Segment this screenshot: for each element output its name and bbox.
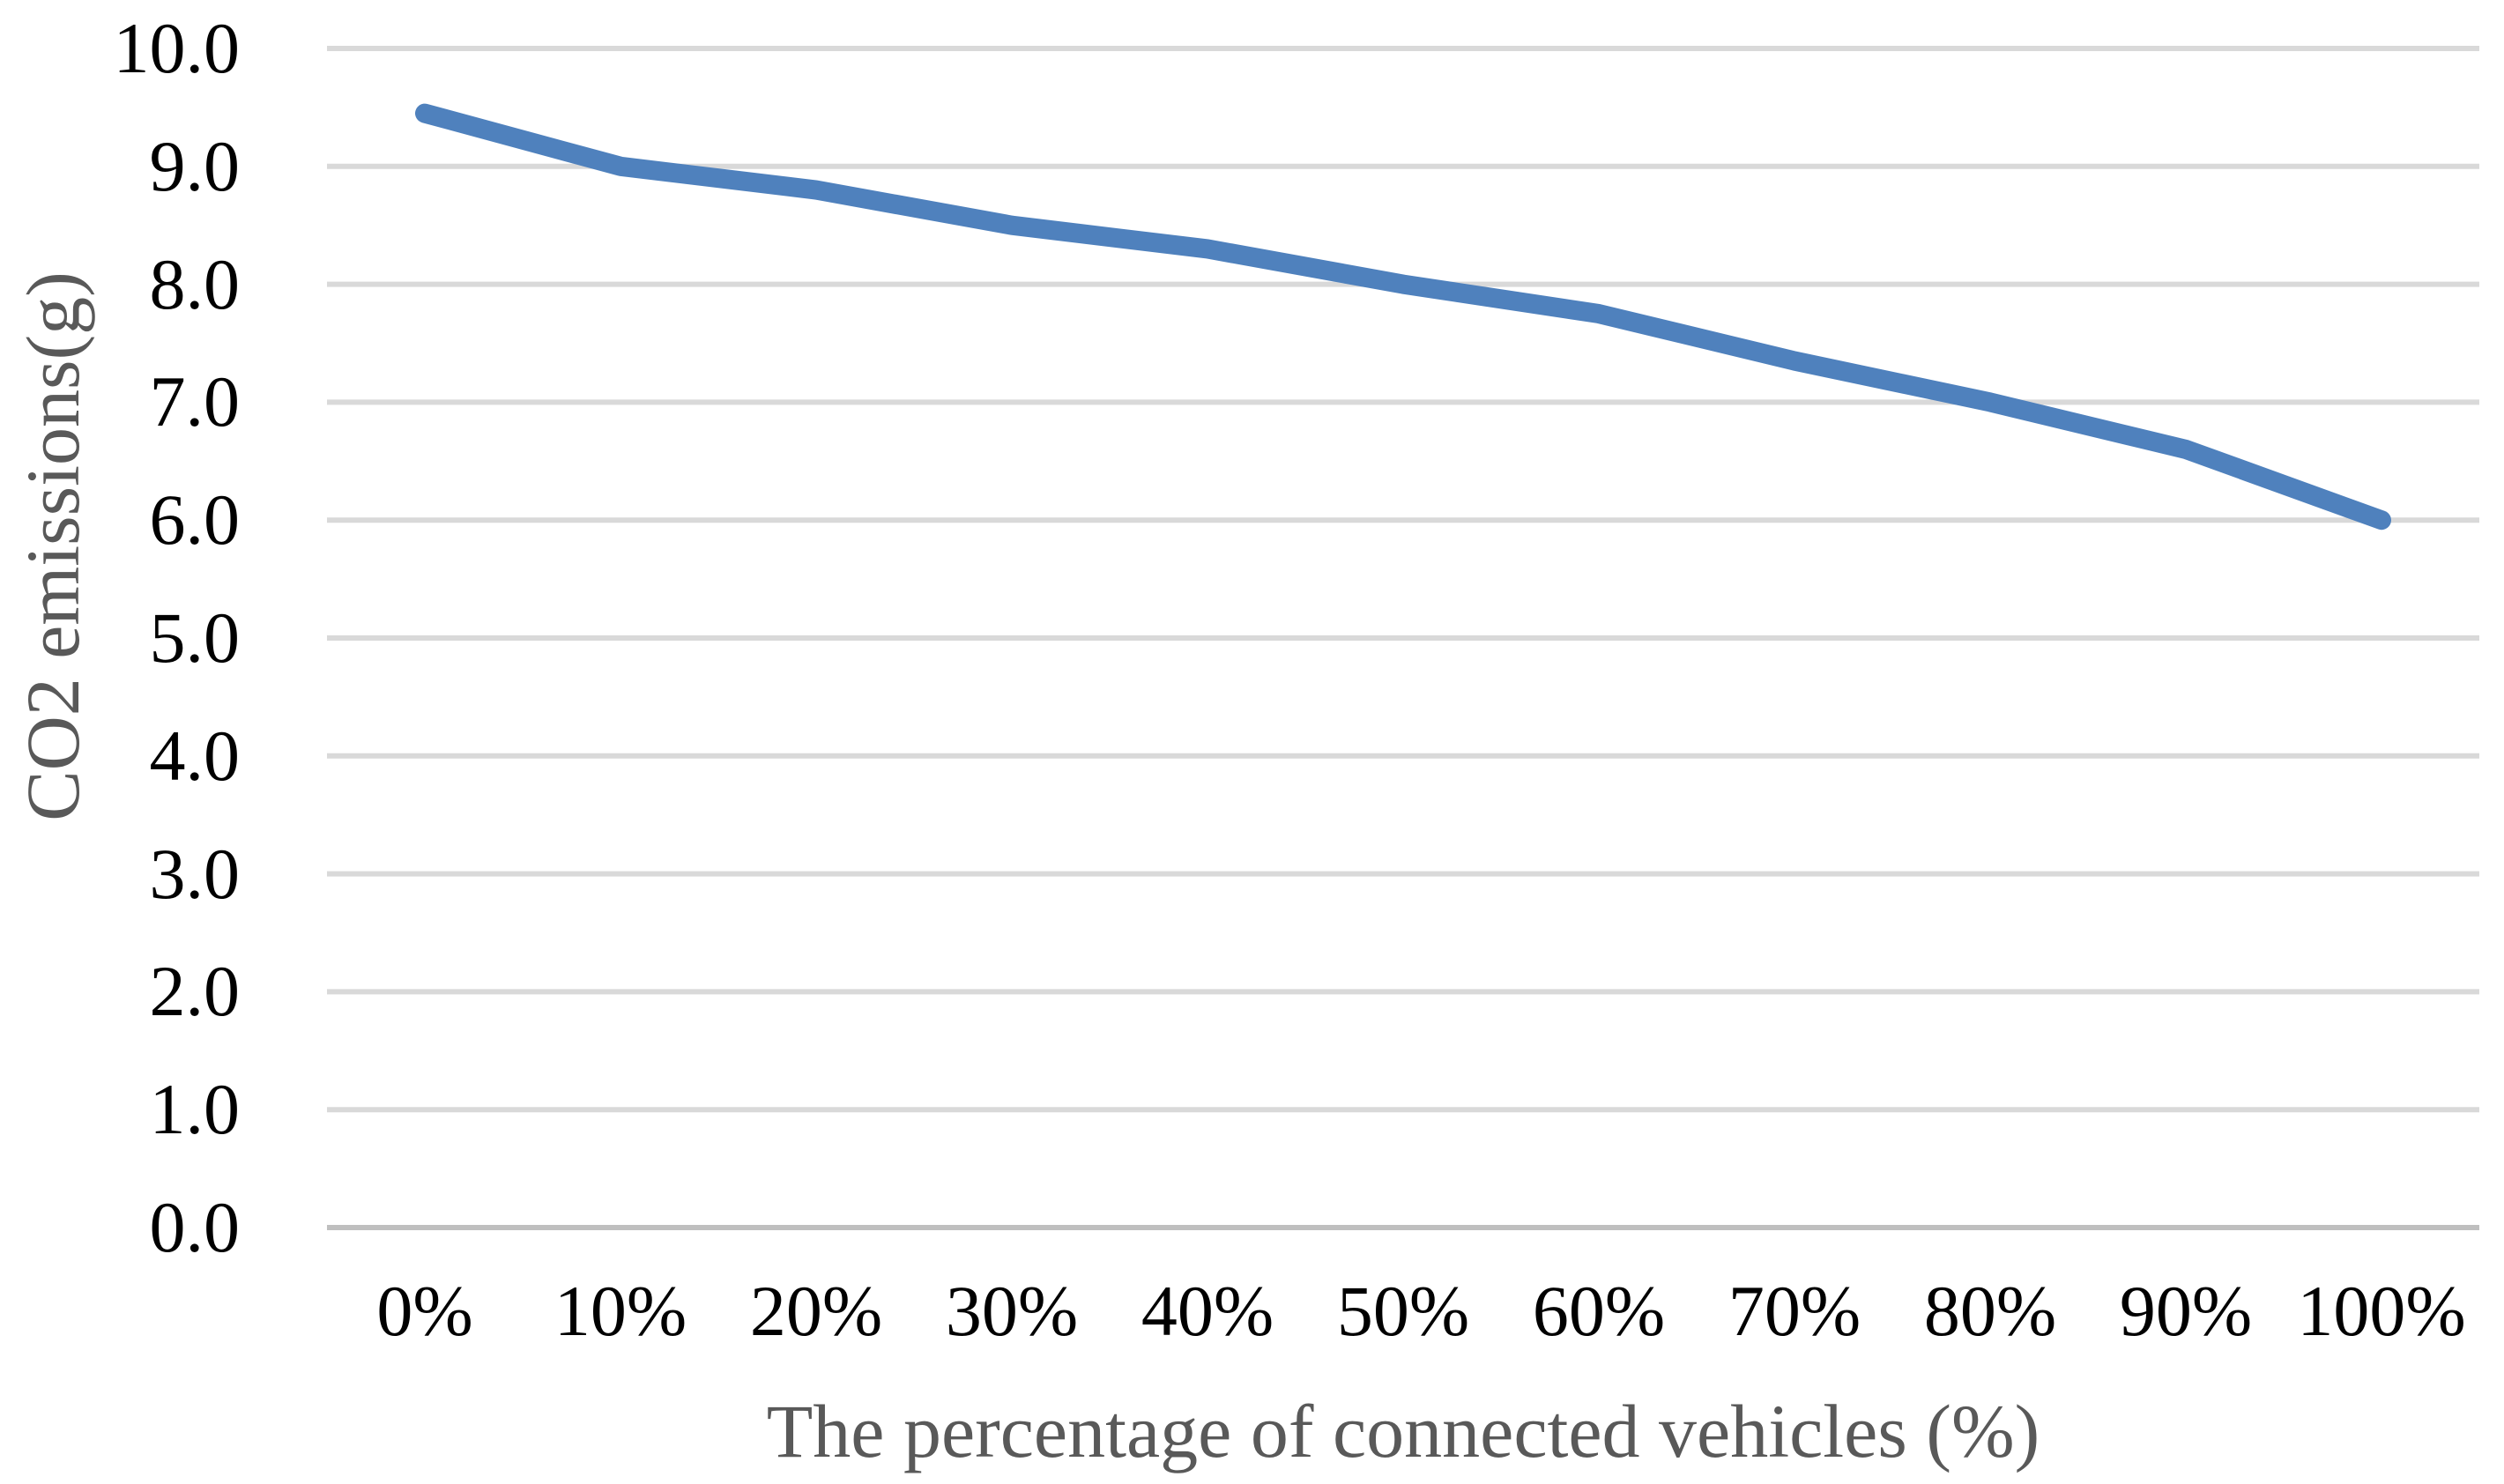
x-tick-label: 20% bbox=[749, 1271, 883, 1351]
x-tick-label: 60% bbox=[1532, 1271, 1666, 1351]
x-tick-label: 30% bbox=[945, 1271, 1079, 1351]
y-tick-label: 4.0 bbox=[149, 715, 241, 796]
y-tick-label: 8.0 bbox=[149, 243, 241, 324]
y-tick-label: 7.0 bbox=[149, 361, 241, 442]
data-line-series bbox=[415, 103, 2391, 531]
y-tick-label: 1.0 bbox=[149, 1069, 241, 1150]
y-tick-label: 9.0 bbox=[149, 125, 241, 206]
x-tick-label: 50% bbox=[1336, 1271, 1470, 1351]
x-tick-label: 80% bbox=[1923, 1271, 2057, 1351]
x-tick-label: 40% bbox=[1141, 1271, 1274, 1351]
y-tick-label: 3.0 bbox=[149, 833, 241, 914]
y-tick-label: 0.0 bbox=[149, 1187, 241, 1267]
x-tick-label: 10% bbox=[554, 1271, 687, 1351]
x-tick-label: 0% bbox=[376, 1271, 473, 1351]
y-tick-label: 5.0 bbox=[149, 597, 241, 678]
y-axis-title: CO2 emissions(g) bbox=[11, 271, 95, 821]
x-tick-label: 70% bbox=[1728, 1271, 1861, 1351]
x-tick-label: 90% bbox=[2119, 1271, 2253, 1351]
y-tick-label: 6.0 bbox=[149, 479, 241, 560]
y-tick-label: 2.0 bbox=[149, 951, 241, 1032]
x-tick-label: 100% bbox=[2297, 1271, 2466, 1351]
x-axis-title: The percentage of connected vehicles (%) bbox=[766, 1389, 2040, 1473]
y-tick-label: 10.0 bbox=[113, 8, 241, 88]
